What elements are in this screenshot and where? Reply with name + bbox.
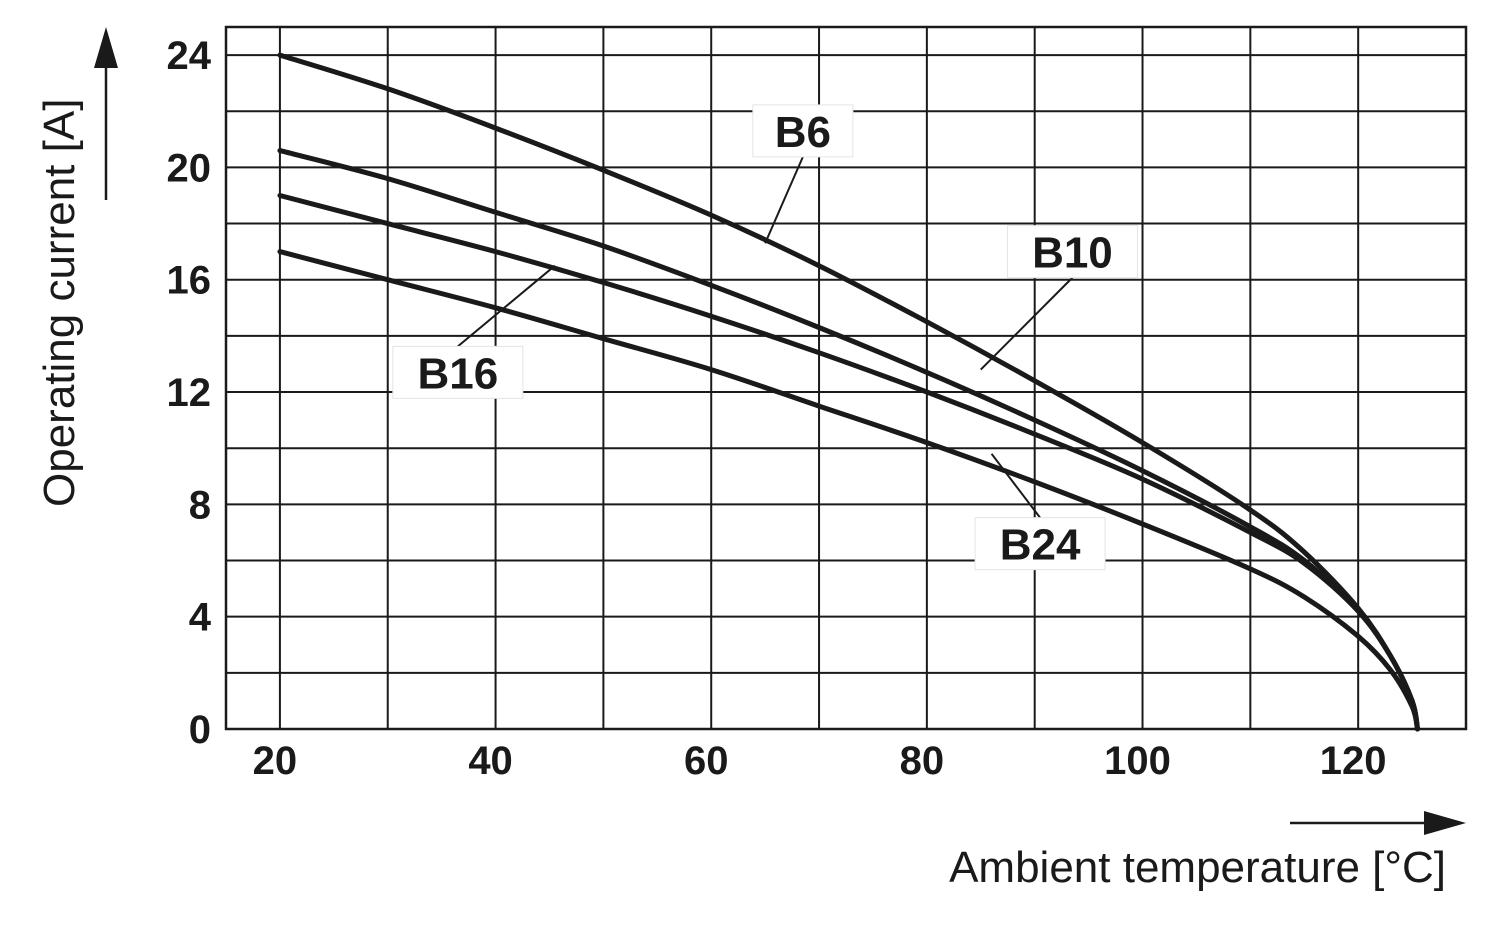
x-axis-title: Ambient temperature [°C]	[949, 843, 1446, 892]
x-tick-label: 40	[468, 739, 513, 783]
y-tick-label: 0	[189, 708, 211, 752]
x-tick-label: 80	[900, 739, 945, 783]
y-tick-label: 4	[189, 596, 212, 640]
curves	[277, 52, 1420, 732]
x-tick-label: 120	[1320, 739, 1387, 783]
series-label-box	[974, 517, 1106, 571]
series-label-box	[752, 104, 854, 158]
y-tick-labels: 0 4 8 12 16 20 24	[167, 34, 212, 752]
x-tick-label: 100	[1104, 739, 1171, 783]
y-axis-arrow-icon	[94, 27, 118, 68]
series-line-b16	[277, 193, 1420, 732]
plot-frame	[224, 25, 1468, 731]
y-tick-label: 16	[167, 259, 212, 303]
y-tick-label: 12	[167, 371, 212, 415]
x-tick-labels: 20 40 60 80 100 120	[253, 739, 1387, 783]
x-tick-label: 60	[684, 739, 729, 783]
series-label-b6: B6	[775, 108, 831, 157]
y-tick-label: 24	[167, 34, 212, 78]
x-tick-label: 20	[253, 739, 298, 783]
series-label-box	[392, 345, 524, 399]
series-label-b24: B24	[1000, 521, 1081, 570]
series-labels: B6 B10 B16 B24	[392, 104, 1138, 571]
leader-line-b16	[457, 264, 556, 348]
x-axis-arrow-icon	[1424, 811, 1466, 835]
y-tick-label: 8	[189, 483, 211, 527]
series-label-b16: B16	[417, 349, 498, 398]
series-line-b24	[277, 249, 1420, 732]
y-tick-label: 20	[167, 146, 212, 190]
y-axis-title: Operating current [A]	[35, 99, 84, 507]
leader-line-b10	[980, 276, 1074, 371]
series-label-b10: B10	[1032, 229, 1113, 278]
leader-line-b24	[990, 453, 1041, 519]
leader-line-b6	[764, 156, 804, 244]
series-label-box	[1006, 225, 1138, 279]
